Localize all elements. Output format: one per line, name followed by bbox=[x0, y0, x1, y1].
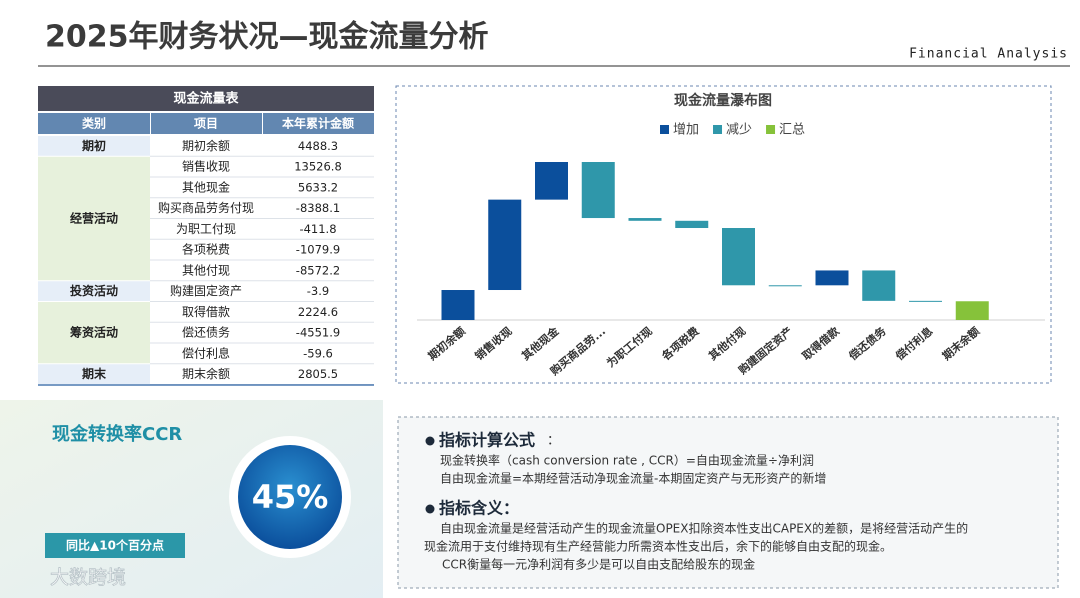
legend-label: 增加 bbox=[673, 123, 699, 138]
kpi-badge-text: 同比▲10个百分点 bbox=[66, 538, 164, 553]
x-tick-label: 期末余额 bbox=[939, 324, 982, 363]
notes-panel bbox=[397, 416, 1059, 589]
item-label: 购建固定资产 bbox=[170, 283, 242, 298]
amount: -8388.1 bbox=[296, 201, 340, 215]
category-label: 经营活动 bbox=[70, 211, 118, 226]
note-heading: 指标计算公式 bbox=[439, 431, 535, 450]
notes: 指标计算公式 ： 现金转换率（cash conversion rate , CCR）… bbox=[424, 431, 968, 572]
item-label: 其他现金 bbox=[182, 179, 230, 194]
category-cell bbox=[38, 156, 150, 281]
bar bbox=[722, 228, 755, 286]
x-tick-label: 期初余额 bbox=[425, 324, 468, 363]
x-tick-label: 各项税费 bbox=[658, 324, 701, 364]
bar bbox=[909, 300, 942, 302]
item-label: 各项税费 bbox=[182, 242, 230, 257]
x-tick-label: 取得借款 bbox=[799, 323, 842, 363]
item-label: 期末余额 bbox=[182, 366, 230, 381]
amount: 4488.3 bbox=[298, 139, 338, 153]
bar bbox=[955, 301, 989, 320]
bullet bbox=[425, 436, 435, 446]
bar bbox=[815, 270, 849, 286]
watermark: 大数跨境 bbox=[50, 567, 126, 589]
note-line: 自由现金流量是经营活动产生的现金流量OPEX扣除资本性支出CAPEX的差额，是将… bbox=[440, 521, 968, 536]
category-cell bbox=[38, 136, 150, 156]
legend-swatch bbox=[713, 125, 723, 134]
amount: -1079.9 bbox=[296, 243, 340, 257]
column-header-bg bbox=[151, 113, 262, 134]
x-tick-label: 其他现金 bbox=[519, 323, 562, 363]
category-label: 投资活动 bbox=[70, 283, 118, 298]
legend-swatch bbox=[766, 125, 776, 134]
chart-frame bbox=[395, 85, 1052, 384]
item-label: 销售收现 bbox=[182, 159, 230, 174]
x-tick-label: 其他付现 bbox=[706, 324, 749, 363]
kpi-value: 45% bbox=[252, 478, 329, 516]
bar bbox=[441, 290, 475, 320]
note-line: 现金转换率（cash conversion rate , CCR）=自由现金流量… bbox=[440, 453, 814, 468]
column-header: 本年累计金额 bbox=[282, 116, 354, 131]
table-title: 现金流量表 bbox=[173, 91, 239, 107]
kpi-ball bbox=[238, 445, 342, 549]
note-heading-suffix: ： bbox=[547, 434, 560, 449]
item-label: 期初余额 bbox=[182, 138, 230, 153]
category-cell bbox=[38, 281, 150, 301]
bar bbox=[862, 270, 896, 301]
x-tick-label: 销售收现 bbox=[472, 324, 515, 363]
chart-title: 现金流量瀑布图 bbox=[674, 92, 772, 109]
x-tick-label: 偿还债务 bbox=[846, 323, 889, 363]
kpi-title: 现金转换率CCR bbox=[52, 423, 182, 445]
legend-label: 减少 bbox=[726, 123, 752, 138]
amount: -3.9 bbox=[307, 284, 329, 298]
bar bbox=[488, 199, 522, 291]
legend-label: 汇总 bbox=[779, 123, 805, 138]
bullet bbox=[425, 504, 435, 514]
page-subtitle: Financial Analysis bbox=[909, 47, 1068, 62]
item-label: 偿还债务 bbox=[182, 325, 230, 340]
column-header-bg bbox=[38, 113, 150, 134]
column-header-bg bbox=[263, 113, 374, 134]
category-cell bbox=[38, 302, 150, 364]
category-label: 期末 bbox=[82, 366, 107, 381]
note-heading: 指标含义： bbox=[439, 499, 519, 518]
amount: -4551.9 bbox=[296, 326, 340, 340]
kpi-badge bbox=[45, 533, 185, 558]
category-cell bbox=[38, 364, 150, 384]
x-tick-label: 偿付利息 bbox=[893, 324, 936, 363]
amount: -59.6 bbox=[303, 346, 333, 360]
note-line: CCR衡量每一元净利润有多少是可以自由支配给股东的现金 bbox=[442, 557, 755, 572]
bar bbox=[675, 220, 709, 229]
x-tick-label: 为职工付现 bbox=[604, 324, 655, 370]
bar bbox=[535, 162, 568, 200]
amount: -8572.2 bbox=[296, 263, 340, 277]
item-label: 其他付现 bbox=[182, 263, 230, 277]
amount: 5633.2 bbox=[298, 180, 338, 194]
note-line: 现金流用于支付维持现有生产经营能力所需资本性支出后，余下的能够自由支配的现金。 bbox=[424, 539, 892, 554]
amount: -411.8 bbox=[299, 222, 336, 236]
amount: 2224.6 bbox=[298, 305, 338, 319]
table-title-bg bbox=[38, 86, 374, 111]
amount: 2805.5 bbox=[298, 367, 338, 381]
item-label: 取得借款 bbox=[182, 304, 230, 319]
bar bbox=[581, 162, 615, 219]
column-header: 项目 bbox=[194, 117, 218, 131]
column-header: 类别 bbox=[82, 116, 106, 131]
category-label: 筹资活动 bbox=[70, 325, 118, 340]
bar bbox=[768, 285, 802, 287]
page-title: 2025年财务状况—现金流量分析 bbox=[45, 20, 489, 55]
item-label: 购买商品劳务付现 bbox=[158, 200, 254, 215]
bar bbox=[628, 218, 662, 221]
amount: 13526.8 bbox=[294, 160, 342, 174]
item-label: 偿付利息 bbox=[182, 345, 230, 360]
category-label: 期初 bbox=[82, 138, 106, 153]
legend-swatch bbox=[660, 125, 669, 134]
note-line: 自由现金流量=本期经营活动净现金流量-本期固定资产与无形资产的新增 bbox=[440, 471, 826, 486]
item-label: 为职工付现 bbox=[176, 222, 236, 236]
